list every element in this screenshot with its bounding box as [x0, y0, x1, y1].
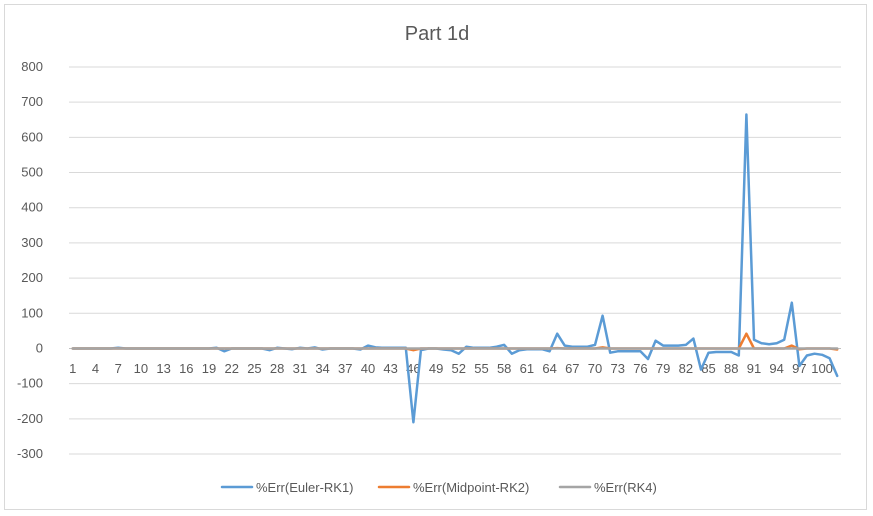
y-tick-label: 200	[21, 270, 43, 285]
x-tick-label: 49	[429, 361, 443, 376]
y-tick-label: 800	[21, 59, 43, 74]
chart-frame: Part 1d -300 -200 -100 0 100 200 300 400 500 600 7…	[4, 4, 867, 510]
gridlines	[69, 66, 841, 455]
x-tick-label: 73	[610, 361, 624, 376]
x-tick-label: 76	[633, 361, 647, 376]
x-tick-label: 58	[497, 361, 511, 376]
y-tick-label: 0	[36, 340, 43, 355]
x-tick-label: 67	[565, 361, 579, 376]
x-tick-label: 19	[202, 361, 216, 376]
x-tick-label: 79	[656, 361, 670, 376]
chart-svg: Part 1d -300 -200 -100 0 100 200 300 400 500 600 7…	[17, 23, 841, 495]
y-tick-label: 400	[21, 200, 43, 215]
y-tick-label: 300	[21, 235, 43, 250]
x-tick-label: 46	[406, 361, 420, 376]
y-tick-label: -100	[17, 376, 43, 391]
x-tick-label: 61	[520, 361, 534, 376]
x-tick-label: 94	[769, 361, 783, 376]
x-tick-label: 13	[156, 361, 170, 376]
x-tick-label: 85	[701, 361, 715, 376]
x-tick-label: 7	[115, 361, 122, 376]
x-tick-label: 37	[338, 361, 352, 376]
x-tick-label: 88	[724, 361, 738, 376]
x-axis-ticks: 1 4 7 10 13 16 19 22 25 28 31 34 37 40 43 46 49 52 55 58 61 6…	[69, 361, 833, 376]
x-tick-label: 43	[383, 361, 397, 376]
x-tick-label: 52	[452, 361, 466, 376]
y-tick-label: -300	[17, 446, 43, 461]
legend-label: %Err(RK4)	[594, 480, 657, 495]
x-tick-label: 31	[293, 361, 307, 376]
x-tick-label: 100	[811, 361, 833, 376]
y-tick-label: -200	[17, 411, 43, 426]
x-tick-label: 64	[542, 361, 556, 376]
x-tick-label: 34	[315, 361, 329, 376]
x-tick-label: 4	[92, 361, 99, 376]
x-tick-label: 97	[792, 361, 806, 376]
x-tick-label: 70	[588, 361, 602, 376]
x-tick-label: 55	[474, 361, 488, 376]
chart-title: Part 1d	[405, 23, 469, 45]
series-line	[71, 113, 839, 424]
y-tick-label: 700	[21, 94, 43, 109]
x-tick-label: 28	[270, 361, 284, 376]
x-tick-label: 91	[747, 361, 761, 376]
legend-label: %Err(Midpoint-RK2)	[413, 480, 529, 495]
x-tick-label: 10	[134, 361, 148, 376]
y-tick-label: 600	[21, 129, 43, 144]
x-tick-label: 40	[361, 361, 375, 376]
x-tick-label: 16	[179, 361, 193, 376]
y-tick-label: 100	[21, 305, 43, 320]
y-axis-ticks: -300 -200 -100 0 100 200 300 400 500 600 700 800	[17, 59, 43, 461]
x-tick-label: 1	[69, 361, 76, 376]
legend: %Err(Euler-RK1) %Err(Midpoint-RK2) %Err(RK…	[220, 480, 657, 495]
x-tick-label: 25	[247, 361, 261, 376]
x-tick-label: 22	[224, 361, 238, 376]
x-tick-label: 82	[679, 361, 693, 376]
y-tick-label: 500	[21, 165, 43, 180]
legend-label: %Err(Euler-RK1)	[256, 480, 354, 495]
series-lines	[71, 113, 839, 424]
